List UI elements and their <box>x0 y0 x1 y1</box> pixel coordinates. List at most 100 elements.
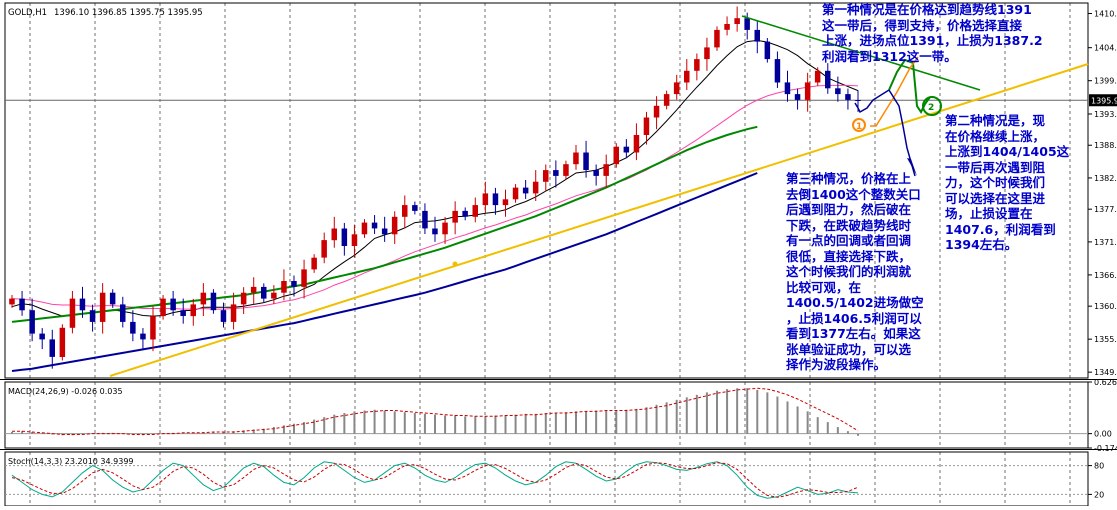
ohlc-readout: 1396.10 1396.85 1395.75 1395.95 <box>54 8 203 18</box>
candle-body-77 <box>784 82 791 95</box>
candle-body-58 <box>593 170 599 176</box>
stoch-series-0 <box>11 461 859 499</box>
candle-body-62 <box>633 135 640 153</box>
candle-body-61 <box>623 146 630 153</box>
candle-body-29 <box>301 269 307 287</box>
macd-tick-label-1: 0.00 <box>1094 430 1112 439</box>
panel-frame-1 <box>4 2 1089 379</box>
candle-body-22 <box>230 304 237 322</box>
candle-body-30 <box>311 257 317 270</box>
y-tick-label-5: 1382.65 <box>1094 174 1117 183</box>
scenario-arrow-down <box>907 158 917 176</box>
candle-body-78 <box>794 94 801 100</box>
candle-body-18 <box>190 304 196 317</box>
candle-body-45 <box>462 210 468 217</box>
candle-body-10 <box>109 292 116 305</box>
candle-body-54 <box>553 170 559 176</box>
candle-body-69 <box>704 47 710 60</box>
candle-body-35 <box>361 222 368 235</box>
candle-body-55 <box>563 164 569 176</box>
candle-body-2 <box>29 310 35 334</box>
candle-body-67 <box>684 70 690 83</box>
candle-body-14 <box>150 316 156 340</box>
candle-body-79 <box>804 82 811 100</box>
candle-body-82 <box>835 88 841 95</box>
candle-body-7 <box>79 298 86 311</box>
candle-body-64 <box>653 105 660 118</box>
candle-body-65 <box>663 94 670 106</box>
candle-body-3 <box>39 333 45 340</box>
candle-body-46 <box>472 205 478 217</box>
candle-body-42 <box>432 228 438 235</box>
macd-signal-line <box>12 387 859 435</box>
panel-frame-2 <box>4 381 1089 449</box>
stoch-tick-label-1: 20 <box>1094 490 1104 499</box>
macd-tick-label-0: 0.626 <box>1094 378 1117 387</box>
candle-body-68 <box>694 59 700 71</box>
candle-body-40 <box>412 205 418 211</box>
candle-body-43 <box>442 222 448 235</box>
candle-body-51 <box>522 187 529 194</box>
candle-body-23 <box>240 292 247 305</box>
candle-body-81 <box>825 70 831 89</box>
circle-marker-1 <box>852 118 866 132</box>
candle-body-34 <box>351 234 358 246</box>
y-tick-label-2: 1399.30 <box>1094 77 1117 86</box>
scenario-path-green <box>888 58 931 114</box>
circle-marker-2 <box>922 96 942 116</box>
candle-body-32 <box>331 228 337 241</box>
main-chart-title: GOLD,H1 <box>8 8 47 18</box>
candle-body-57 <box>583 152 589 170</box>
candle-body-52 <box>532 181 539 194</box>
candle-body-59 <box>603 164 609 176</box>
candle-body-53 <box>543 170 549 182</box>
candle-body-5 <box>59 327 66 357</box>
candle-body-71 <box>724 24 730 30</box>
candle-body-38 <box>391 216 398 235</box>
candle-body-24 <box>250 286 257 293</box>
candle-body-56 <box>573 152 579 165</box>
uptrend-line <box>109 63 1089 377</box>
candle-body-9 <box>99 292 106 322</box>
candle-body-37 <box>381 228 388 235</box>
y-tick-label-3: 1393.60 <box>1094 110 1117 119</box>
series-line-2 <box>11 125 758 323</box>
candle-body-8 <box>89 310 96 322</box>
candle-body-20 <box>210 292 217 311</box>
candle-body-33 <box>341 228 348 246</box>
candle-body-76 <box>774 59 781 83</box>
scenario-path-orange <box>870 56 919 127</box>
candle-body-21 <box>220 310 227 322</box>
candle-body-50 <box>512 187 519 200</box>
candle-body-31 <box>321 240 327 258</box>
candle-body-26 <box>271 292 277 299</box>
candle-body-47 <box>482 193 489 206</box>
candle-body-72 <box>734 18 740 24</box>
candle-body-15 <box>160 298 166 317</box>
candle-body-27 <box>281 281 287 293</box>
candle-body-70 <box>714 29 720 48</box>
y-tick-label-4: 1388.25 <box>1094 141 1117 150</box>
candle-body-12 <box>130 321 136 334</box>
candle-body-63 <box>643 117 650 135</box>
uptrend-anchor-point <box>452 261 458 267</box>
candle-body-48 <box>492 193 499 206</box>
candle-body-1 <box>19 298 25 311</box>
annotation-scenario-3: 第三种情况，价格在上 去倒1400这个整数关口 后遇到阻力，然后破在 下跌，在跌… <box>786 171 924 372</box>
stoch-series-1 <box>11 462 859 498</box>
candle-body-41 <box>422 210 428 229</box>
y-tick-label-0: 1410.80 <box>1094 10 1117 19</box>
y-tick-label-6: 1377.30 <box>1094 205 1117 214</box>
candle-body-13 <box>140 333 146 340</box>
candle-body-80 <box>814 70 821 83</box>
stoch-title: Stoch(14,3,3) 23.2010 34.9399 <box>8 457 134 466</box>
y-tick-label-1: 1404.95 <box>1094 44 1117 53</box>
y-tick-label-8: 1366.05 <box>1094 271 1117 280</box>
y-tick-label-7: 1371.70 <box>1094 238 1117 247</box>
annotation-scenario-1: 第一种情况是在价格达到趋势线1391 这一带后，得到支持，价格选择直接 上涨，进… <box>822 2 1043 64</box>
candle-body-0 <box>9 298 15 305</box>
candle-body-11 <box>120 304 126 322</box>
